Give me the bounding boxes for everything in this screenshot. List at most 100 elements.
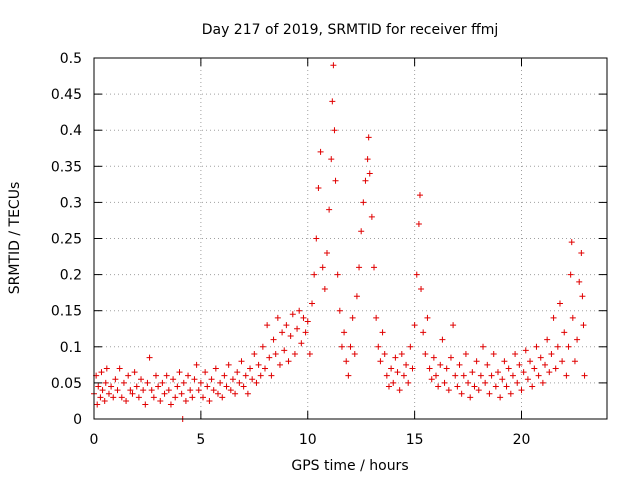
data-point [568, 239, 575, 246]
y-tick-label: 0.3 [60, 195, 82, 211]
data-point [315, 184, 322, 191]
data-point [458, 390, 465, 397]
data-point [276, 361, 283, 368]
data-point [416, 192, 423, 199]
data-point [259, 343, 266, 350]
data-point [329, 98, 336, 105]
data-point [125, 372, 132, 379]
data-point [579, 293, 586, 300]
data-point [338, 343, 345, 350]
data-point [439, 336, 446, 343]
data-point [146, 354, 153, 361]
data-point [331, 127, 338, 134]
data-point [486, 390, 493, 397]
data-point [321, 286, 328, 293]
data-point [400, 372, 407, 379]
data-point [477, 372, 484, 379]
data-point [373, 314, 380, 321]
data-point [212, 365, 219, 372]
data-point [514, 379, 521, 386]
data-point [270, 336, 277, 343]
data-point [144, 379, 151, 386]
data-point [217, 379, 224, 386]
y-tick-label: 0.45 [51, 87, 82, 103]
data-point [520, 369, 527, 376]
data-point [296, 307, 303, 314]
data-point [524, 376, 531, 383]
data-point [415, 221, 422, 228]
data-point [285, 358, 292, 365]
data-point [334, 271, 341, 278]
data-point [366, 170, 373, 177]
x-tick-label: 15 [406, 432, 424, 448]
data-point [281, 347, 288, 354]
data-point [546, 369, 553, 376]
data-point [418, 286, 425, 293]
data-point [345, 372, 352, 379]
data-point [112, 376, 119, 383]
data-point [360, 199, 367, 206]
data-point [200, 394, 207, 401]
data-point [435, 383, 442, 390]
data-point [569, 314, 576, 321]
data-point [529, 383, 536, 390]
data-point [152, 372, 159, 379]
data-point [368, 213, 375, 220]
data-point [516, 361, 523, 368]
data-point [191, 376, 198, 383]
data-point [257, 372, 264, 379]
data-point [232, 390, 239, 397]
data-point [377, 358, 384, 365]
data-point [189, 394, 196, 401]
data-point [445, 387, 452, 394]
data-point [544, 336, 551, 343]
data-points [91, 62, 588, 422]
data-point [244, 390, 251, 397]
data-point [371, 264, 378, 271]
data-point [407, 343, 414, 350]
data-point [140, 387, 147, 394]
data-point [394, 369, 401, 376]
data-point [462, 351, 469, 358]
data-point [225, 361, 232, 368]
data-point [433, 372, 439, 379]
y-tick-label: 0 [73, 412, 82, 428]
data-point [223, 383, 230, 390]
data-point [537, 354, 544, 361]
data-point [574, 336, 581, 343]
data-point [447, 354, 454, 361]
data-point [351, 351, 358, 358]
x-axis-label: GPS time / hours [291, 458, 408, 474]
data-point [383, 372, 390, 379]
data-point [238, 358, 245, 365]
data-point [539, 379, 546, 386]
data-point [298, 340, 305, 347]
grid-lines [94, 58, 607, 419]
data-point [176, 369, 183, 376]
data-point [300, 314, 307, 321]
data-point [105, 390, 112, 397]
data-point [565, 343, 572, 350]
data-point [581, 372, 588, 379]
data-point [396, 387, 403, 394]
data-point [548, 351, 555, 358]
y-tick-label: 0.05 [51, 376, 82, 392]
y-tick-label: 0.1 [60, 340, 82, 356]
data-point [330, 62, 337, 69]
data-point [127, 387, 134, 394]
data-point [287, 332, 294, 339]
data-point [110, 394, 117, 401]
data-point [430, 354, 437, 361]
data-point [182, 397, 189, 404]
data-point [116, 365, 123, 372]
data-point [488, 372, 495, 379]
data-point [365, 134, 372, 141]
data-point [392, 354, 399, 361]
data-point [272, 351, 279, 358]
data-point [522, 347, 529, 354]
data-point [561, 329, 568, 336]
data-point [227, 387, 234, 394]
data-point [452, 372, 459, 379]
y-tick-label: 0.25 [51, 232, 82, 248]
